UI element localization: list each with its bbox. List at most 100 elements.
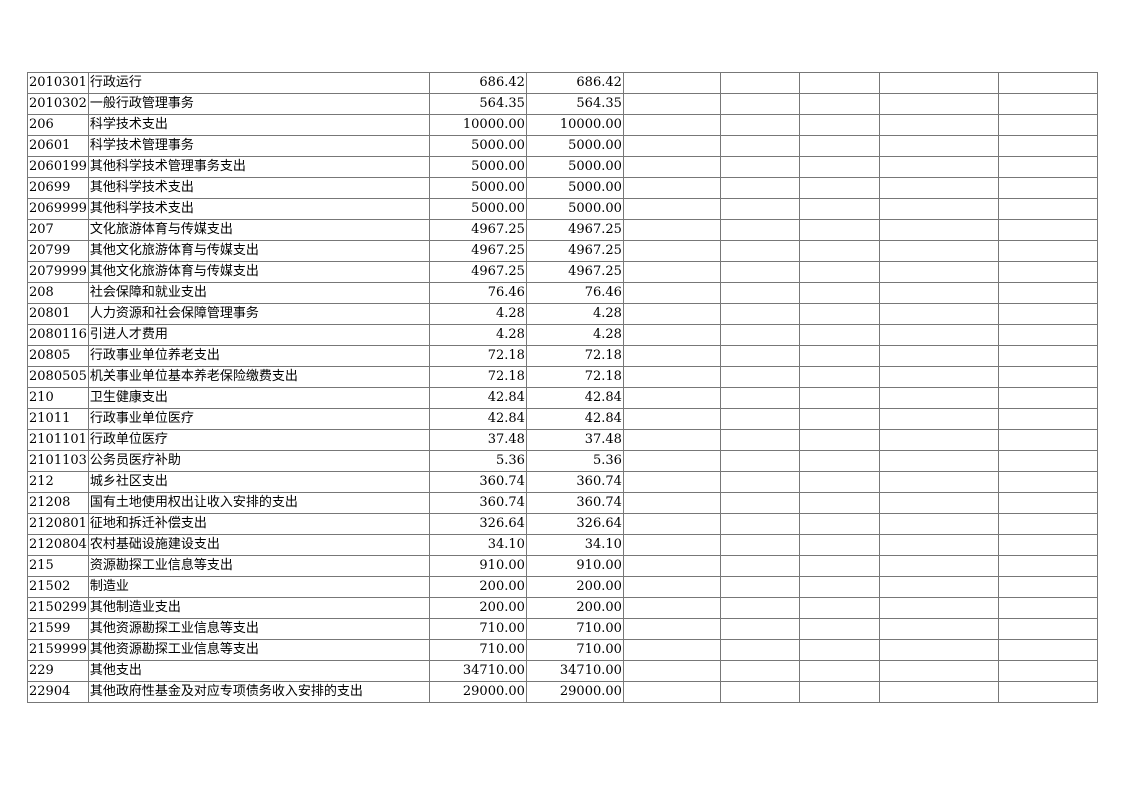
empty-cell <box>798 93 880 115</box>
amount-total: 4967.25 <box>525 261 624 283</box>
amount-total: 34710.00 <box>525 660 624 682</box>
amount: 72.18 <box>428 366 527 388</box>
amount-total: 4.28 <box>525 303 624 325</box>
amount: 686.42 <box>428 72 527 94</box>
empty-cell <box>622 408 721 430</box>
table-row: 2060199 其他科学技术管理事务支出 5000.00 5000.00 <box>27 156 1098 178</box>
amount: 72.18 <box>428 345 527 367</box>
item-name: 行政单位医疗 <box>87 429 430 451</box>
empty-cell <box>878 681 999 703</box>
empty-cell <box>997 471 1098 493</box>
amount: 34.10 <box>428 534 527 556</box>
empty-cell <box>719 639 800 661</box>
amount-total: 360.74 <box>525 492 624 514</box>
item-code: 2010302 <box>27 93 89 115</box>
empty-cell <box>798 681 880 703</box>
item-name: 其他支出 <box>87 660 430 682</box>
empty-cell <box>622 303 721 325</box>
item-code: 2120801 <box>27 513 89 535</box>
empty-cell <box>878 156 999 178</box>
empty-cell <box>719 303 800 325</box>
amount-total: 10000.00 <box>525 114 624 136</box>
amount-total: 42.84 <box>525 408 624 430</box>
amount: 4.28 <box>428 324 527 346</box>
amount: 200.00 <box>428 597 527 619</box>
item-name: 引进人才费用 <box>87 324 430 346</box>
item-code: 21011 <box>27 408 89 430</box>
empty-cell <box>997 135 1098 157</box>
item-name: 资源勘探工业信息等支出 <box>87 555 430 577</box>
amount: 42.84 <box>428 387 527 409</box>
item-name: 其他科学技术管理事务支出 <box>87 156 430 178</box>
table-row: 20699 其他科学技术支出 5000.00 5000.00 <box>27 177 1098 199</box>
empty-cell <box>997 324 1098 346</box>
empty-cell <box>719 156 800 178</box>
empty-cell <box>798 198 880 220</box>
amount: 76.46 <box>428 282 527 304</box>
table-row: 22904 其他政府性基金及对应专项债务收入安排的支出 29000.00 29000.… <box>27 681 1098 703</box>
empty-cell <box>798 72 880 94</box>
empty-cell <box>878 471 999 493</box>
item-code: 20801 <box>27 303 89 325</box>
empty-cell <box>622 576 721 598</box>
empty-cell <box>719 114 800 136</box>
amount: 910.00 <box>428 555 527 577</box>
empty-cell <box>878 618 999 640</box>
amount: 710.00 <box>428 639 527 661</box>
empty-cell <box>622 114 721 136</box>
empty-cell <box>622 597 721 619</box>
empty-cell <box>719 198 800 220</box>
table-row: 20805 行政事业单位养老支出 72.18 72.18 <box>27 345 1098 367</box>
item-code: 22904 <box>27 681 89 703</box>
empty-cell <box>997 387 1098 409</box>
empty-cell <box>798 387 880 409</box>
item-code: 21208 <box>27 492 89 514</box>
item-code: 20799 <box>27 240 89 262</box>
item-code: 2080505 <box>27 366 89 388</box>
amount: 4967.25 <box>428 240 527 262</box>
empty-cell <box>997 114 1098 136</box>
empty-cell <box>719 345 800 367</box>
item-code: 2150299 <box>27 597 89 619</box>
empty-cell <box>798 135 880 157</box>
item-name: 文化旅游体育与传媒支出 <box>87 219 430 241</box>
amount: 564.35 <box>428 93 527 115</box>
empty-cell <box>997 534 1098 556</box>
empty-cell <box>719 177 800 199</box>
empty-cell <box>878 429 999 451</box>
empty-cell <box>719 576 800 598</box>
amount-total: 326.64 <box>525 513 624 535</box>
empty-cell <box>622 429 721 451</box>
empty-cell <box>798 282 880 304</box>
table-row: 212 城乡社区支出 360.74 360.74 <box>27 471 1098 493</box>
table-row: 2079999 其他文化旅游体育与传媒支出 4967.25 4967.25 <box>27 261 1098 283</box>
item-code: 2101101 <box>27 429 89 451</box>
empty-cell <box>622 177 721 199</box>
amount: 5000.00 <box>428 135 527 157</box>
empty-cell <box>719 282 800 304</box>
table-row: 2120804 农村基础设施建设支出 34.10 34.10 <box>27 534 1098 556</box>
item-code: 210 <box>27 387 89 409</box>
empty-cell <box>622 72 721 94</box>
item-name: 其他文化旅游体育与传媒支出 <box>87 261 430 283</box>
empty-cell <box>878 303 999 325</box>
empty-cell <box>997 513 1098 535</box>
amount: 4967.25 <box>428 261 527 283</box>
empty-cell <box>719 429 800 451</box>
empty-cell <box>622 135 721 157</box>
table-row: 2150299 其他制造业支出 200.00 200.00 <box>27 597 1098 619</box>
amount: 200.00 <box>428 576 527 598</box>
empty-cell <box>878 219 999 241</box>
empty-cell <box>878 282 999 304</box>
empty-cell <box>622 555 721 577</box>
empty-cell <box>798 303 880 325</box>
amount-total: 5000.00 <box>525 135 624 157</box>
empty-cell <box>997 660 1098 682</box>
empty-cell <box>878 597 999 619</box>
amount: 360.74 <box>428 492 527 514</box>
item-code: 215 <box>27 555 89 577</box>
empty-cell <box>719 618 800 640</box>
empty-cell <box>878 135 999 157</box>
empty-cell <box>798 513 880 535</box>
amount: 326.64 <box>428 513 527 535</box>
